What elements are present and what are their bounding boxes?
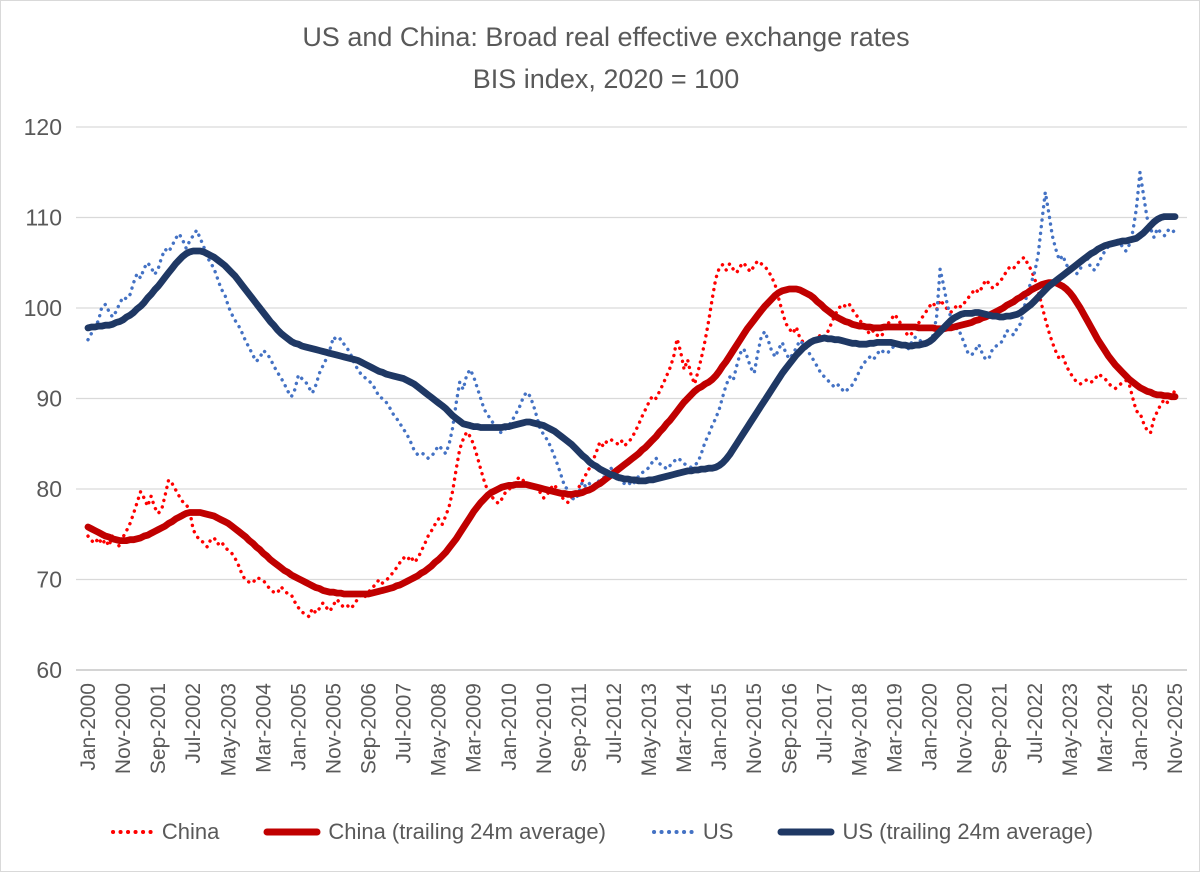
y-axis-tick-label: 90 — [36, 386, 62, 412]
solid-line-swatch-icon — [263, 828, 321, 836]
dotted-line-swatch-icon — [651, 830, 694, 834]
x-axis-tick-label: Jan-2015 — [708, 683, 731, 771]
y-axis-tick-label: 110 — [25, 205, 62, 231]
series-china-trailing-24m-average-line — [84, 279, 1179, 598]
dotted-line-swatch-icon — [110, 830, 153, 834]
chart-title: US and China: Broad real effective excha… — [1, 17, 1200, 101]
y-axis-tick-label: 100 — [24, 295, 62, 321]
y-axis-tick-label: 60 — [36, 657, 62, 683]
x-axis-tick-label: Mar-2024 — [1094, 683, 1117, 773]
x-axis-tick-label: Jul-2022 — [1024, 683, 1047, 764]
x-axis-tick-label: Nov-2000 — [112, 683, 135, 774]
series-us-line — [86, 170, 1177, 502]
x-axis-tick-label: Sep-2001 — [147, 683, 170, 774]
x-axis-tick-label: Nov-2015 — [743, 683, 766, 774]
x-axis-tick-label: Jul-2002 — [182, 683, 205, 764]
y-axis-tick-label: 70 — [36, 567, 62, 593]
x-axis-tick-label: Nov-2020 — [954, 683, 977, 774]
series-china-line — [86, 255, 1177, 619]
x-axis-tick-label: Nov-2010 — [533, 683, 556, 774]
chart-title-line1: US and China: Broad real effective excha… — [302, 22, 910, 52]
x-axis-tick-label: May-2013 — [638, 683, 661, 776]
x-axis-tick-label: Sep-2016 — [778, 683, 801, 774]
legend-item-us: US — [650, 819, 734, 845]
legend-item-china: China — [109, 819, 219, 845]
y-axis-tick-label: 80 — [36, 476, 62, 502]
x-axis-tick-label: Jan-2025 — [1129, 683, 1152, 771]
chart-legend: China China (trailing 24m average) US US (t… — [1, 819, 1200, 845]
legend-label: US (trailing 24m average) — [842, 819, 1094, 844]
y-axis-tick-label: 120 — [24, 114, 62, 140]
x-axis-tick-label: May-2023 — [1059, 683, 1082, 776]
x-axis-tick-label: Sep-2011 — [568, 683, 591, 773]
x-axis-tick-label: Jan-2010 — [498, 683, 521, 771]
x-axis-tick-label: May-2018 — [848, 683, 871, 776]
solid-line-swatch-icon — [777, 828, 835, 836]
x-axis-tick-label: Jan-2020 — [919, 683, 942, 771]
x-axis-tick-label: Jan-2000 — [77, 683, 100, 771]
legend-label: China — [161, 819, 220, 844]
x-axis-tick-label: Sep-2006 — [358, 683, 381, 774]
x-axis-tick-label: Mar-2009 — [463, 683, 486, 773]
x-axis-tick-label: May-2008 — [428, 683, 451, 776]
legend-item-china-trailing-24m-average: China (trailing 24m average) — [263, 819, 606, 845]
legend-item-us-trailing-24m-average: US (trailing 24m average) — [777, 819, 1093, 845]
legend-label: US — [702, 819, 734, 844]
series-us-trailing-24m-average-line — [84, 213, 1179, 485]
x-axis-tick-label: Jul-2012 — [603, 683, 626, 764]
x-axis-tick-label: Sep-2021 — [989, 683, 1012, 774]
x-axis-tick-label: Mar-2014 — [673, 683, 696, 773]
x-axis-tick-label: Nov-2005 — [323, 683, 346, 774]
x-axis-tick-label: Nov-2025 — [1164, 683, 1187, 774]
x-axis-tick-label: Mar-2019 — [884, 683, 907, 773]
legend-label: China (trailing 24m average) — [328, 819, 606, 844]
x-axis-tick-label: Jul-2017 — [813, 683, 836, 764]
chart-title-line2: BIS index, 2020 = 100 — [472, 63, 740, 94]
x-axis-tick-label: May-2003 — [217, 683, 240, 776]
x-axis-tick-label: Jul-2007 — [393, 683, 416, 764]
x-axis-tick-label: Jan-2005 — [287, 683, 310, 771]
x-axis-tick-label: Mar-2004 — [252, 683, 275, 773]
